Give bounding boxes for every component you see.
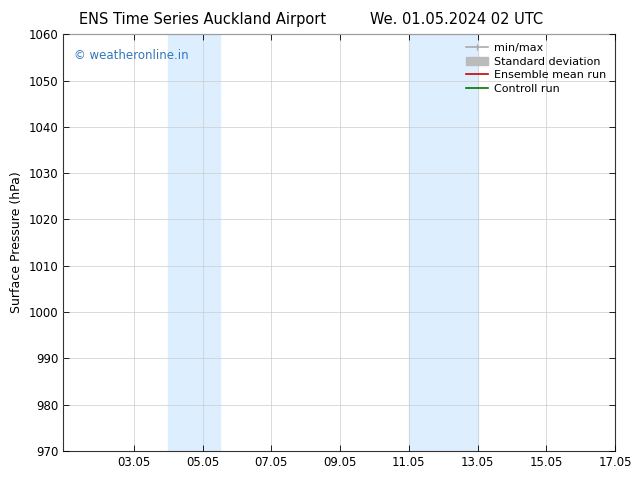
- Text: ENS Time Series Auckland Airport: ENS Time Series Auckland Airport: [79, 12, 327, 27]
- Bar: [409, 34, 477, 451]
- Y-axis label: Surface Pressure (hPa): Surface Pressure (hPa): [10, 172, 23, 314]
- Text: We. 01.05.2024 02 UTC: We. 01.05.2024 02 UTC: [370, 12, 543, 27]
- Legend: min/max, Standard deviation, Ensemble mean run, Controll run: min/max, Standard deviation, Ensemble me…: [462, 39, 611, 98]
- Text: © weatheronline.in: © weatheronline.in: [74, 49, 189, 62]
- Bar: [168, 34, 220, 451]
